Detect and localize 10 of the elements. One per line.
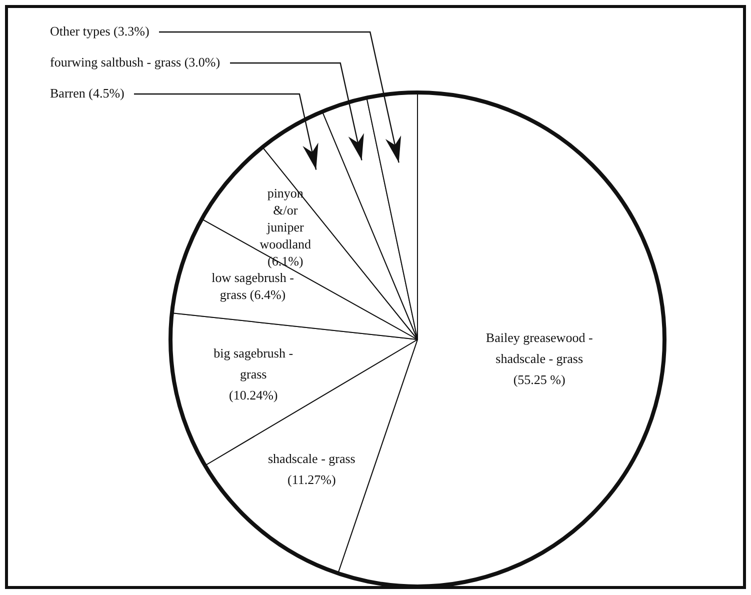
slice-label: fourwing saltbush - grass (3.0%) (50, 54, 220, 70)
data-label: (55.25 %) (513, 372, 566, 388)
slice-label: Bailey greasewood - shadscale - grass (486, 330, 593, 366)
slice-label: big sagebrush - grass (214, 346, 294, 382)
slice-label: Other types (3.3%) (50, 23, 150, 38)
slice-label: low sagebrush - grass (6.4%) (212, 270, 294, 302)
slice-label: Barren (4.5%) (50, 85, 124, 100)
data-label: (11.27%) (288, 472, 336, 487)
slice-label: shadscale - grass (268, 450, 356, 466)
data-label: (10.24%) (228, 388, 278, 403)
